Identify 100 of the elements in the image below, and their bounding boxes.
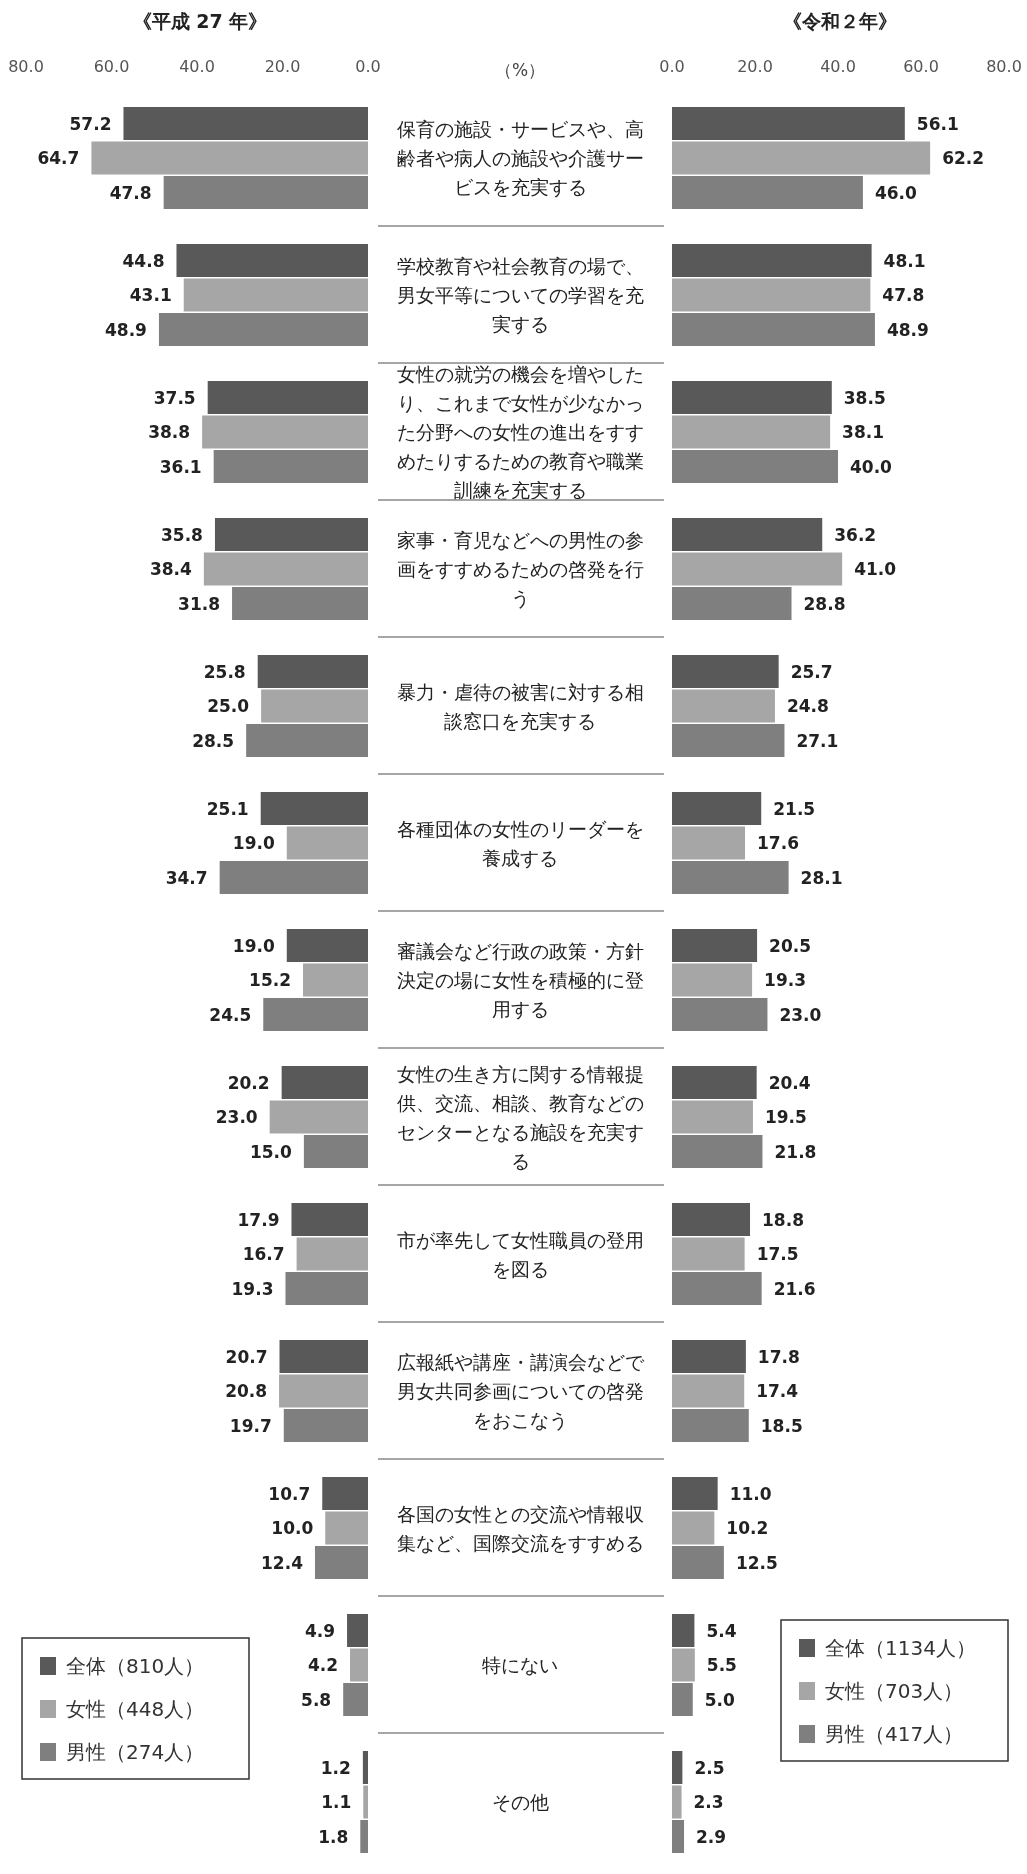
data-label: 16.7 bbox=[242, 1244, 285, 1264]
bar bbox=[672, 1135, 763, 1168]
data-label: 17.5 bbox=[756, 1244, 799, 1264]
data-label: 15.0 bbox=[249, 1141, 293, 1162]
y-tick-label: 特にない bbox=[482, 1654, 558, 1676]
bar bbox=[672, 1820, 685, 1853]
bar bbox=[246, 724, 368, 757]
bar bbox=[286, 826, 368, 860]
y-tick-label: 女性の生き方に関する情報提供、交流、相談、教育などのセンターとなる施設を充実する bbox=[396, 1062, 644, 1172]
data-label: 12.5 bbox=[735, 1552, 778, 1573]
data-label: 46.0 bbox=[874, 182, 918, 203]
bar bbox=[314, 1546, 368, 1579]
data-label: 48.1 bbox=[883, 250, 926, 271]
bar bbox=[263, 998, 368, 1031]
bar bbox=[672, 1100, 753, 1134]
data-label: 34.7 bbox=[165, 867, 208, 888]
x-tick-label: 20.0 bbox=[737, 57, 773, 76]
bar bbox=[672, 861, 789, 894]
bar bbox=[672, 1648, 695, 1682]
data-label: 38.4 bbox=[149, 559, 192, 579]
data-label: 25.1 bbox=[206, 798, 249, 819]
bar bbox=[672, 1511, 715, 1545]
x-tick-label: 60.0 bbox=[903, 57, 939, 76]
y-tick-label: 暴力・虐待の被害に対する相談窓口を充実する bbox=[396, 680, 644, 732]
bar bbox=[322, 1477, 368, 1510]
data-label: 62.2 bbox=[942, 148, 985, 168]
bar bbox=[269, 1100, 368, 1134]
data-label: 38.5 bbox=[843, 387, 886, 408]
data-label: 1.1 bbox=[321, 1792, 352, 1812]
bar bbox=[213, 450, 368, 483]
data-label: 31.8 bbox=[178, 593, 221, 614]
bar bbox=[219, 861, 368, 894]
data-label: 48.9 bbox=[886, 319, 929, 340]
bar bbox=[672, 724, 785, 757]
chart-title: 《令和２年》 bbox=[783, 10, 897, 32]
data-label: 11.0 bbox=[729, 1483, 772, 1504]
data-label: 2.9 bbox=[696, 1826, 727, 1847]
bar bbox=[672, 1203, 751, 1236]
bar bbox=[672, 141, 931, 175]
data-label: 20.2 bbox=[227, 1072, 270, 1093]
text: （%） bbox=[494, 60, 546, 80]
bar bbox=[232, 587, 368, 620]
y-tick-label: 広報紙や講座・講演会などで男女共同参画についての啓発をおこなう bbox=[396, 1351, 645, 1431]
data-label: 47.8 bbox=[882, 285, 925, 305]
data-label: 19.3 bbox=[231, 1278, 274, 1299]
bar bbox=[343, 1683, 368, 1716]
data-label: 28.5 bbox=[192, 730, 235, 751]
y-tick-label: 審議会など行政の政策・方針決定の場に女性を積極的に登用する bbox=[396, 940, 644, 1020]
y-tick-label: その他 bbox=[491, 1791, 549, 1813]
data-label: 28.8 bbox=[803, 593, 846, 614]
data-label: 17.4 bbox=[756, 1381, 799, 1401]
x-tick-label: 40.0 bbox=[820, 57, 856, 76]
data-label: 38.8 bbox=[148, 422, 191, 442]
data-label: 2.3 bbox=[693, 1792, 724, 1812]
bar bbox=[261, 689, 368, 723]
data-label: 17.9 bbox=[237, 1209, 280, 1230]
data-label: 5.5 bbox=[706, 1655, 737, 1675]
data-label: 24.8 bbox=[786, 696, 829, 716]
bar bbox=[672, 1477, 718, 1510]
bar bbox=[283, 1409, 368, 1442]
data-label: 4.9 bbox=[304, 1620, 336, 1641]
bar bbox=[303, 963, 368, 997]
bar bbox=[672, 1237, 745, 1271]
data-label: 25.0 bbox=[207, 696, 250, 716]
bar bbox=[279, 1340, 368, 1373]
data-label: 40.0 bbox=[850, 456, 893, 477]
data-label: 10.2 bbox=[726, 1518, 769, 1538]
data-label: 12.4 bbox=[261, 1552, 304, 1573]
legend-label: 全体（810人） bbox=[66, 1654, 205, 1678]
bar bbox=[672, 587, 792, 620]
bar bbox=[672, 1683, 693, 1716]
data-label: 17.6 bbox=[757, 833, 799, 853]
bar bbox=[363, 1785, 368, 1819]
data-label: 2.5 bbox=[694, 1757, 725, 1778]
bar bbox=[672, 278, 871, 312]
legend-label: 全体（1134人） bbox=[825, 1636, 976, 1660]
data-label: 10.7 bbox=[268, 1483, 311, 1504]
data-label: 43.1 bbox=[129, 285, 172, 305]
data-label: 41.0 bbox=[854, 559, 897, 579]
bar bbox=[163, 176, 368, 209]
bar bbox=[672, 313, 875, 346]
bar bbox=[303, 1135, 368, 1168]
data-label: 15.2 bbox=[249, 970, 292, 990]
data-label: 36.2 bbox=[834, 524, 877, 545]
data-label: 23.0 bbox=[215, 1107, 258, 1127]
bar bbox=[672, 1066, 757, 1099]
y-tick-label: 保育の施設・サービスや、高齢者や病人の施設や介護サービスを充実する bbox=[396, 118, 644, 198]
data-label: 47.8 bbox=[109, 182, 152, 203]
y-tick-label: 学校教育や社会教育の場で、男女平等についての学習を充実する bbox=[396, 255, 644, 335]
bar bbox=[672, 552, 843, 586]
x-tick-label: 0.0 bbox=[355, 57, 381, 76]
bar bbox=[672, 929, 758, 962]
x-tick-label: 80.0 bbox=[986, 57, 1022, 76]
bar bbox=[214, 518, 368, 551]
bar bbox=[123, 107, 368, 140]
bar bbox=[279, 1374, 368, 1408]
bar bbox=[672, 998, 768, 1031]
bar bbox=[672, 1409, 749, 1442]
data-label: 19.3 bbox=[764, 970, 807, 990]
bar bbox=[260, 792, 368, 825]
